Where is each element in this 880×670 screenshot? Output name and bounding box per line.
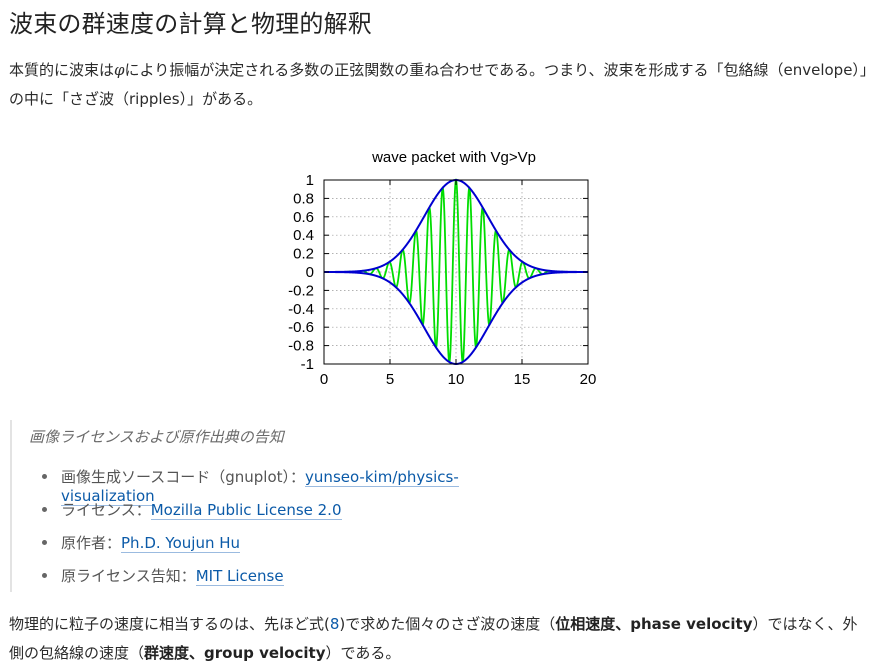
para2-text-3: ）ではなく、外側の包絡線の速度（ — [9, 615, 858, 662]
source-code-link[interactable]: yunseo-kim/physics-visualization — [61, 468, 459, 506]
y-tick-label: 0.8 — [293, 190, 314, 207]
intro-paragraph: 本質的に波束はφにより振幅が決定される多数の正弦関数の重ね合わせである。つまり、… — [9, 56, 869, 114]
para2-text-1: 物理的に粒子の速度に相当するのは、先ほど式( — [9, 615, 330, 633]
notice-title: 画像ライセンスおよび原作出典の告知 — [29, 428, 284, 446]
intro-text-a: 本質的に波束は — [9, 61, 115, 79]
notice-item-author: 原作者：Ph.D. Youjun Hu — [39, 532, 532, 565]
y-tick-label: -0.4 — [288, 301, 314, 318]
y-tick-label: 0.2 — [293, 246, 314, 263]
y-tick-label: 0 — [306, 264, 314, 281]
y-tick-label: -0.8 — [288, 338, 314, 355]
envelope-lower-line — [324, 271, 588, 365]
notice-item-source: 画像生成ソースコード（gnuplot）：yunseo-kim/physics-v… — [39, 466, 532, 506]
phi-symbol: φ — [114, 61, 125, 79]
y-tick-label: -0.2 — [288, 282, 314, 299]
y-tick-label: 1 — [306, 172, 314, 189]
equation-8-link[interactable]: 8 — [329, 615, 340, 633]
notice-label: 原ライセンス告知： — [61, 567, 196, 585]
notice-label: ライセンス： — [61, 501, 151, 519]
para2-text-4: ）である。 — [325, 644, 401, 662]
wave-packet-figure: wave packet with Vg>Vp 1 0.8 0.6 0.4 0.2 0 -0.… — [262, 140, 612, 395]
author-link[interactable]: Ph.D. Youjun Hu — [121, 534, 241, 553]
wave-packet-chart: wave packet with Vg>Vp 10.80.60.40.20-0.… — [288, 149, 596, 388]
notice-label: 原作者： — [61, 534, 122, 552]
bullet-icon — [42, 474, 47, 479]
notice-list: 画像生成ソースコード（gnuplot）：yunseo-kim/physics-v… — [39, 466, 532, 598]
group-velocity-paragraph: 物理的に粒子の速度に相当するのは、先ほど式(8)で求めた個々のさざ波の速度（位相… — [9, 610, 869, 668]
intro-text-b: により振幅が決定される多数の正弦関数の重ね合わせである。つまり、波束を形成する「… — [9, 61, 868, 108]
x-tick-label: 5 — [386, 371, 394, 388]
license-link[interactable]: Mozilla Public License 2.0 — [150, 501, 342, 520]
x-tick-label: 15 — [514, 371, 531, 388]
bullet-icon — [42, 507, 47, 512]
y-tick-label: 0.6 — [293, 209, 314, 226]
x-tick-label: 10 — [448, 371, 465, 388]
chart-title: wave packet with Vg>Vp — [371, 149, 536, 166]
y-tick-label: 0.4 — [293, 227, 314, 244]
notice-label: 画像生成ソースコード（gnuplot）： — [61, 468, 306, 486]
envelope-upper-line — [324, 179, 588, 273]
x-tick-label: 20 — [580, 371, 597, 388]
notice-item-original-license: 原ライセンス告知：MIT License — [39, 565, 532, 598]
notice-item-license: ライセンス：Mozilla Public License 2.0 — [39, 499, 532, 532]
para2-text-2: )で求めた個々のさざ波の速度（ — [339, 615, 556, 633]
phase-velocity-term: 位相速度、phase velocity — [555, 615, 753, 633]
x-tick-label: 0 — [320, 371, 328, 388]
bullet-icon — [42, 573, 47, 578]
group-velocity-term: 群速度、group velocity — [144, 644, 326, 662]
y-tick-label: -1 — [301, 356, 314, 373]
chart-ticks: 10.80.60.40.20-0.2-0.4-0.6-0.8-10 5 10 15 20 — [288, 172, 596, 388]
y-tick-label: -0.6 — [288, 319, 314, 336]
original-license-link[interactable]: MIT License — [195, 567, 284, 586]
chart-grid — [324, 180, 588, 364]
bullet-icon — [42, 540, 47, 545]
license-notice: 画像ライセンスおよび原作出典の告知 画像生成ソースコード（gnuplot）：yu… — [10, 420, 532, 592]
page-title: 波束の群速度の計算と物理的解釈 — [9, 10, 372, 38]
